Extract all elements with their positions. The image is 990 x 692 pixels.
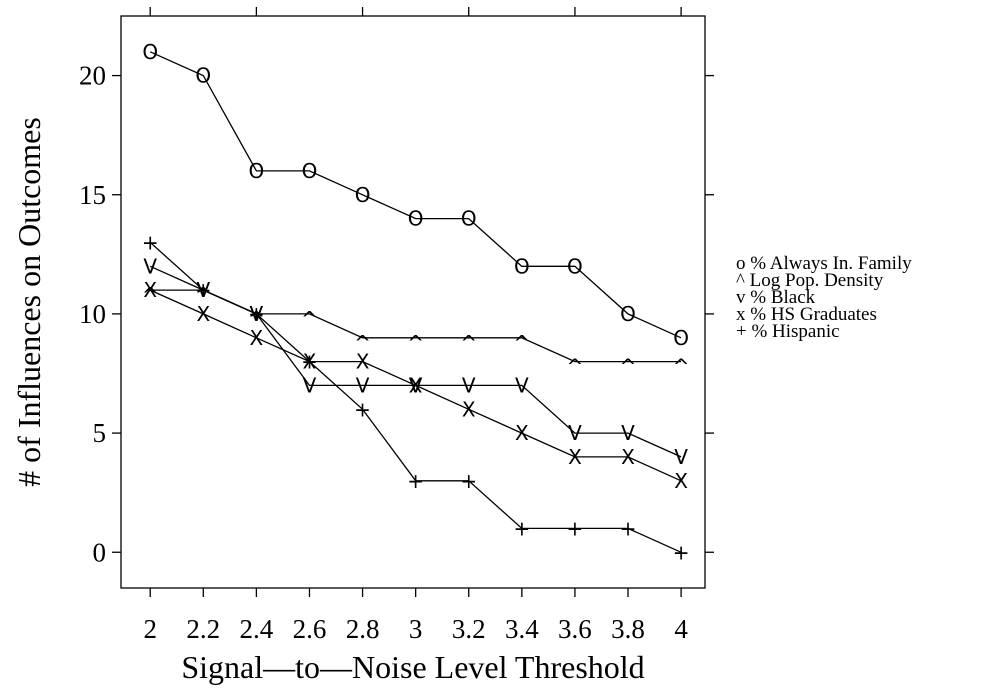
- data-point-marker: O: [620, 302, 636, 326]
- data-point-marker: O: [408, 207, 424, 231]
- data-point-marker: O: [567, 254, 583, 278]
- x-tick-label: 3: [409, 614, 423, 644]
- data-point-marker: V: [409, 373, 423, 397]
- y-tick-label: 20: [79, 61, 106, 91]
- data-point-marker: X: [303, 350, 317, 374]
- data-point-marker: +: [513, 516, 530, 540]
- data-point-marker: X: [674, 469, 688, 493]
- data-point-marker: O: [142, 40, 158, 64]
- x-tick-label: 3.6: [558, 614, 592, 644]
- x-axis-label: Signal—to—Noise Level Threshold: [181, 649, 644, 685]
- data-point-marker: +: [248, 302, 265, 326]
- x-tick-label: 2.8: [346, 614, 380, 644]
- y-tick-label: 10: [79, 299, 106, 329]
- data-point-marker: V: [568, 421, 582, 445]
- data-point-marker: V: [356, 373, 370, 397]
- data-point-marker: ^: [673, 355, 690, 379]
- data-point-marker: O: [673, 326, 689, 350]
- y-tick-label: 15: [79, 180, 106, 210]
- series-line-4: [149, 241, 682, 553]
- data-point-marker: O: [249, 159, 265, 183]
- x-tick-label: 2.4: [240, 614, 274, 644]
- data-point-marker: +: [354, 397, 371, 421]
- data-point-marker: ^: [460, 331, 477, 355]
- x-axis-ticks: 2 2.2 2.4 2.6 2.8 3 3.2 3.4 3.6 3.8 4: [143, 7, 688, 644]
- data-point-marker: ^: [513, 331, 530, 355]
- x-tick-label: 2.6: [293, 614, 327, 644]
- data-point-marker: V: [621, 421, 635, 445]
- data-point-marker: X: [143, 278, 157, 302]
- data-point-marker: ^: [195, 283, 212, 307]
- y-tick-label: 5: [93, 418, 107, 448]
- data-point-marker: X: [196, 302, 210, 326]
- legend-entry: v % Black: [736, 287, 816, 308]
- plot-frame: [120, 15, 706, 589]
- data-point-marker: V: [250, 302, 264, 326]
- x-tick-label: 3.4: [505, 614, 539, 644]
- data-point-marker: +: [142, 230, 159, 254]
- data-point-marker: V: [462, 373, 476, 397]
- data-point-marker: V: [196, 278, 210, 302]
- data-point-marker: +: [301, 350, 318, 374]
- data-point-marker: X: [250, 326, 264, 350]
- data-point-marker: V: [674, 445, 688, 469]
- data-point-marker: +: [673, 540, 690, 564]
- legend-entry: x % HS Graduates: [736, 304, 877, 325]
- data-point-marker: +: [567, 516, 584, 540]
- data-point-marker: ^: [354, 331, 371, 355]
- data-point-marker: +: [407, 469, 424, 493]
- x-tick-label: 3.8: [611, 614, 645, 644]
- legend-entry: o % Always In. Family: [736, 253, 912, 274]
- data-point-marker: V: [143, 254, 157, 278]
- data-point-marker: +: [620, 516, 637, 540]
- data-point-marker: O: [195, 64, 211, 88]
- y-axis-ticks: 0 5 10 15 20: [79, 61, 714, 567]
- x-tick-label: 4: [674, 614, 688, 644]
- legend-entry: ^ Log Pop. Density: [736, 270, 884, 291]
- series-line-3: [149, 289, 682, 482]
- data-point-marker: X: [409, 373, 423, 397]
- legend-entry: + % Hispanic: [736, 321, 840, 342]
- data-point-marker: O: [302, 159, 318, 183]
- data-point-marker: X: [621, 445, 635, 469]
- data-point-marker: X: [462, 397, 476, 421]
- x-tick-label: 2: [143, 614, 157, 644]
- data-point-marker: ^: [407, 331, 424, 355]
- data-point-marker: O: [355, 183, 371, 207]
- data-point-marker: ^: [567, 355, 584, 379]
- data-point-marker: ^: [142, 283, 159, 307]
- series-lines: [149, 51, 682, 553]
- x-tick-label: 2.2: [186, 614, 220, 644]
- series-line-0: [149, 51, 682, 339]
- data-point-marker: ^: [248, 307, 265, 331]
- data-point-marker: +: [195, 278, 212, 302]
- data-point-marker: X: [515, 421, 529, 445]
- x-tick-label: 3.2: [452, 614, 486, 644]
- data-point-marker: X: [356, 350, 370, 374]
- data-point-marker: O: [514, 254, 530, 278]
- data-point-marker: V: [515, 373, 529, 397]
- legend: o % Always In. Family^ Log Pop. Densityv…: [736, 253, 912, 342]
- data-point-marker: ^: [620, 355, 637, 379]
- data-point-marker: V: [303, 373, 317, 397]
- data-point-marker: ^: [301, 307, 318, 331]
- data-point-marker: X: [568, 445, 582, 469]
- data-point-marker: O: [461, 207, 477, 231]
- data-point-marker: +: [460, 469, 477, 493]
- y-tick-label: 0: [93, 537, 107, 567]
- y-axis-label: # of Influences on Outcomes: [11, 117, 47, 487]
